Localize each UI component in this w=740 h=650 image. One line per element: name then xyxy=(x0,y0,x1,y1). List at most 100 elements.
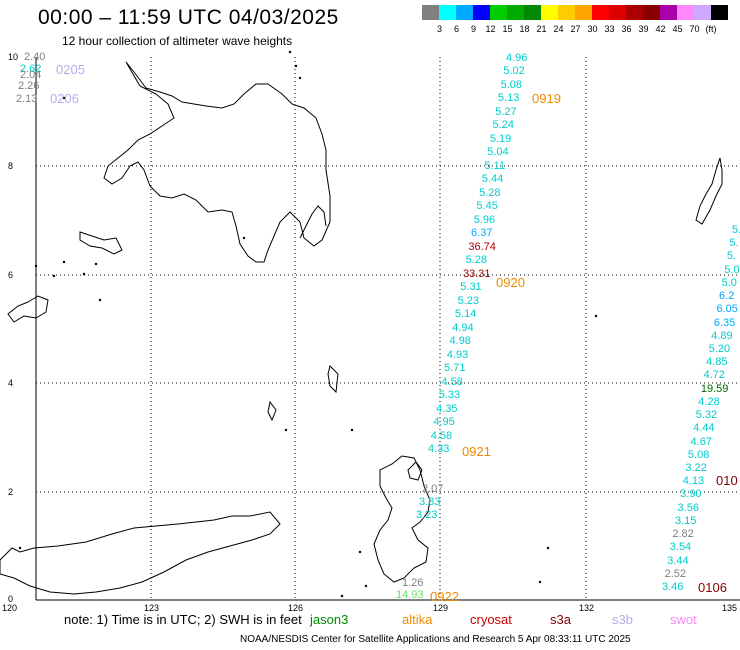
pass-time-label: 0919 xyxy=(532,91,561,106)
wave-height-label: 36.74 xyxy=(468,240,496,253)
wave-height-label: 4.44 xyxy=(693,422,715,435)
wave-height-label: 4.28 xyxy=(698,395,720,408)
color-scale-swatch xyxy=(592,5,609,20)
y-tick-6: 6 xyxy=(8,270,14,280)
wave-height-label: 5.71 xyxy=(444,362,466,375)
coastlines xyxy=(0,61,723,595)
wave-height-label: 5.24 xyxy=(492,119,514,132)
wave-height-label: 2.26 xyxy=(18,80,40,92)
wave-height-label: 2.52 xyxy=(664,567,686,580)
color-scale-label: 18 xyxy=(519,24,530,34)
color-scale-swatch xyxy=(694,5,711,20)
coastline-zamboanga xyxy=(79,231,123,255)
coastline-sulawesi-north xyxy=(0,511,281,595)
wave-height-label: 5. xyxy=(732,224,740,236)
wave-height-label: 2.04 xyxy=(20,69,42,81)
y-tick-4: 4 xyxy=(8,378,14,388)
wave-height-label: 6.35 xyxy=(713,316,736,329)
wave-height-label: 2.40 xyxy=(24,51,46,63)
x-tick-126: 126 xyxy=(288,603,304,613)
wave-height-label: 5.13 xyxy=(497,92,520,105)
wave-height-label: 5.96 xyxy=(473,213,496,226)
color-scale-swatch xyxy=(524,5,541,20)
color-scale-label: 24 xyxy=(553,24,564,34)
y-tick-8: 8 xyxy=(8,161,14,171)
color-scale-unit: (ft) xyxy=(705,24,717,34)
satellite-legend-swot: swot xyxy=(670,612,697,627)
satellite-legend-jason3: jason3 xyxy=(310,612,349,627)
wave-height-label: 4.67 xyxy=(690,435,712,448)
color-scale-label: 30 xyxy=(587,24,598,34)
coastline-mindanao-southeast xyxy=(695,157,723,225)
wave-height-label: 5.20 xyxy=(708,343,731,355)
color-scale-swatch xyxy=(422,5,439,20)
map-subtitle: 12 hour collection of altimeter wave hei… xyxy=(62,34,293,48)
wave-height-label: 3.22 xyxy=(685,462,707,474)
satellite-legend-s3b: s3b xyxy=(612,612,633,627)
color-scale-swatch xyxy=(660,5,677,20)
wave-height-label: 5.0 xyxy=(721,276,737,289)
wave-height-label: 5.44 xyxy=(481,173,504,186)
wave-height-label: 5.27 xyxy=(495,105,517,118)
credit-line: NOAA/NESDIS Center for Satellite Applica… xyxy=(240,634,631,645)
wave-height-label: 2.62 xyxy=(20,63,42,75)
color-scale-swatch xyxy=(490,5,507,20)
y-tick-2: 2 xyxy=(8,487,14,497)
wave-height-label: 5.08 xyxy=(687,448,710,461)
wave-height-label: 3.56 xyxy=(677,501,699,514)
wave-height-label: 6.2 xyxy=(719,290,735,303)
satellite-legend-s3a: s3a xyxy=(550,612,571,627)
wave-height-label: 4.58 xyxy=(430,429,453,442)
wave-height-label: 5.19 xyxy=(489,132,512,145)
wave-height-label: 4.85 xyxy=(706,356,728,369)
color-scale-swatch xyxy=(439,5,456,20)
wave-height-label: 4.98 xyxy=(449,335,471,348)
coastline-basilan xyxy=(7,295,49,323)
color-scale-label: 42 xyxy=(655,24,666,34)
color-scale-label: 33 xyxy=(604,24,615,34)
color-scale-swatch xyxy=(626,5,643,20)
coastline-talaud xyxy=(327,365,339,394)
color-scale-swatch xyxy=(558,5,575,20)
wave-height-label: 3.54 xyxy=(669,541,692,554)
color-scale-label: 39 xyxy=(638,24,649,34)
pass-time-label: 0205 xyxy=(56,62,85,77)
pass-time-label: 010 xyxy=(716,473,738,488)
wave-height-label: 5. xyxy=(729,237,739,250)
color-scale-label: 70 xyxy=(689,24,700,34)
color-scale-swatch xyxy=(677,5,694,20)
wave-height-label: 3.83 xyxy=(419,496,441,508)
color-scale-label: 15 xyxy=(502,24,513,34)
wave-height-label: 4.94 xyxy=(452,321,474,334)
pass-time-label: 0206 xyxy=(50,91,79,106)
wave-height-label: 2.13 xyxy=(16,93,38,105)
wave-height-label: 19.59 xyxy=(700,382,729,395)
wave-height-label: 5.0 xyxy=(724,263,740,276)
color-scale-label: 27 xyxy=(570,24,581,34)
wave-height-label: 2.07 xyxy=(422,483,444,495)
color-scale-label: 21 xyxy=(536,24,547,34)
color-scale-label: 6 xyxy=(453,24,459,34)
x-tick-120: 120 xyxy=(2,603,18,613)
color-scale-swatch xyxy=(643,5,660,20)
color-scale-swatch xyxy=(473,5,490,20)
small-islands xyxy=(18,50,598,598)
wave-height-label: 5.02 xyxy=(503,65,525,78)
pass-time-label: 0921 xyxy=(462,444,491,459)
coastline-mindanao-north xyxy=(103,61,331,263)
map-frame xyxy=(35,57,740,601)
x-tick-123: 123 xyxy=(144,603,160,613)
wave-height-label: 2.82 xyxy=(672,528,694,541)
color-scale-label: 9 xyxy=(470,24,476,34)
wave-height-label: 5.31 xyxy=(460,281,482,294)
pass-time-label: 0920 xyxy=(496,275,525,290)
footer-note: note: 1) Time is in UTC; 2) SWH is in fe… xyxy=(64,612,302,627)
wave-height-label: 4.96 xyxy=(506,52,528,64)
wave-height-label: 5.14 xyxy=(454,308,477,321)
satellite-legend-altika: altika xyxy=(402,612,433,627)
wave-height-label: 4.95 xyxy=(433,416,455,429)
color-scale-swatch xyxy=(609,5,626,20)
wave-height-label: 3.46 xyxy=(662,581,684,593)
wave-height-label: 5.33 xyxy=(438,389,461,402)
